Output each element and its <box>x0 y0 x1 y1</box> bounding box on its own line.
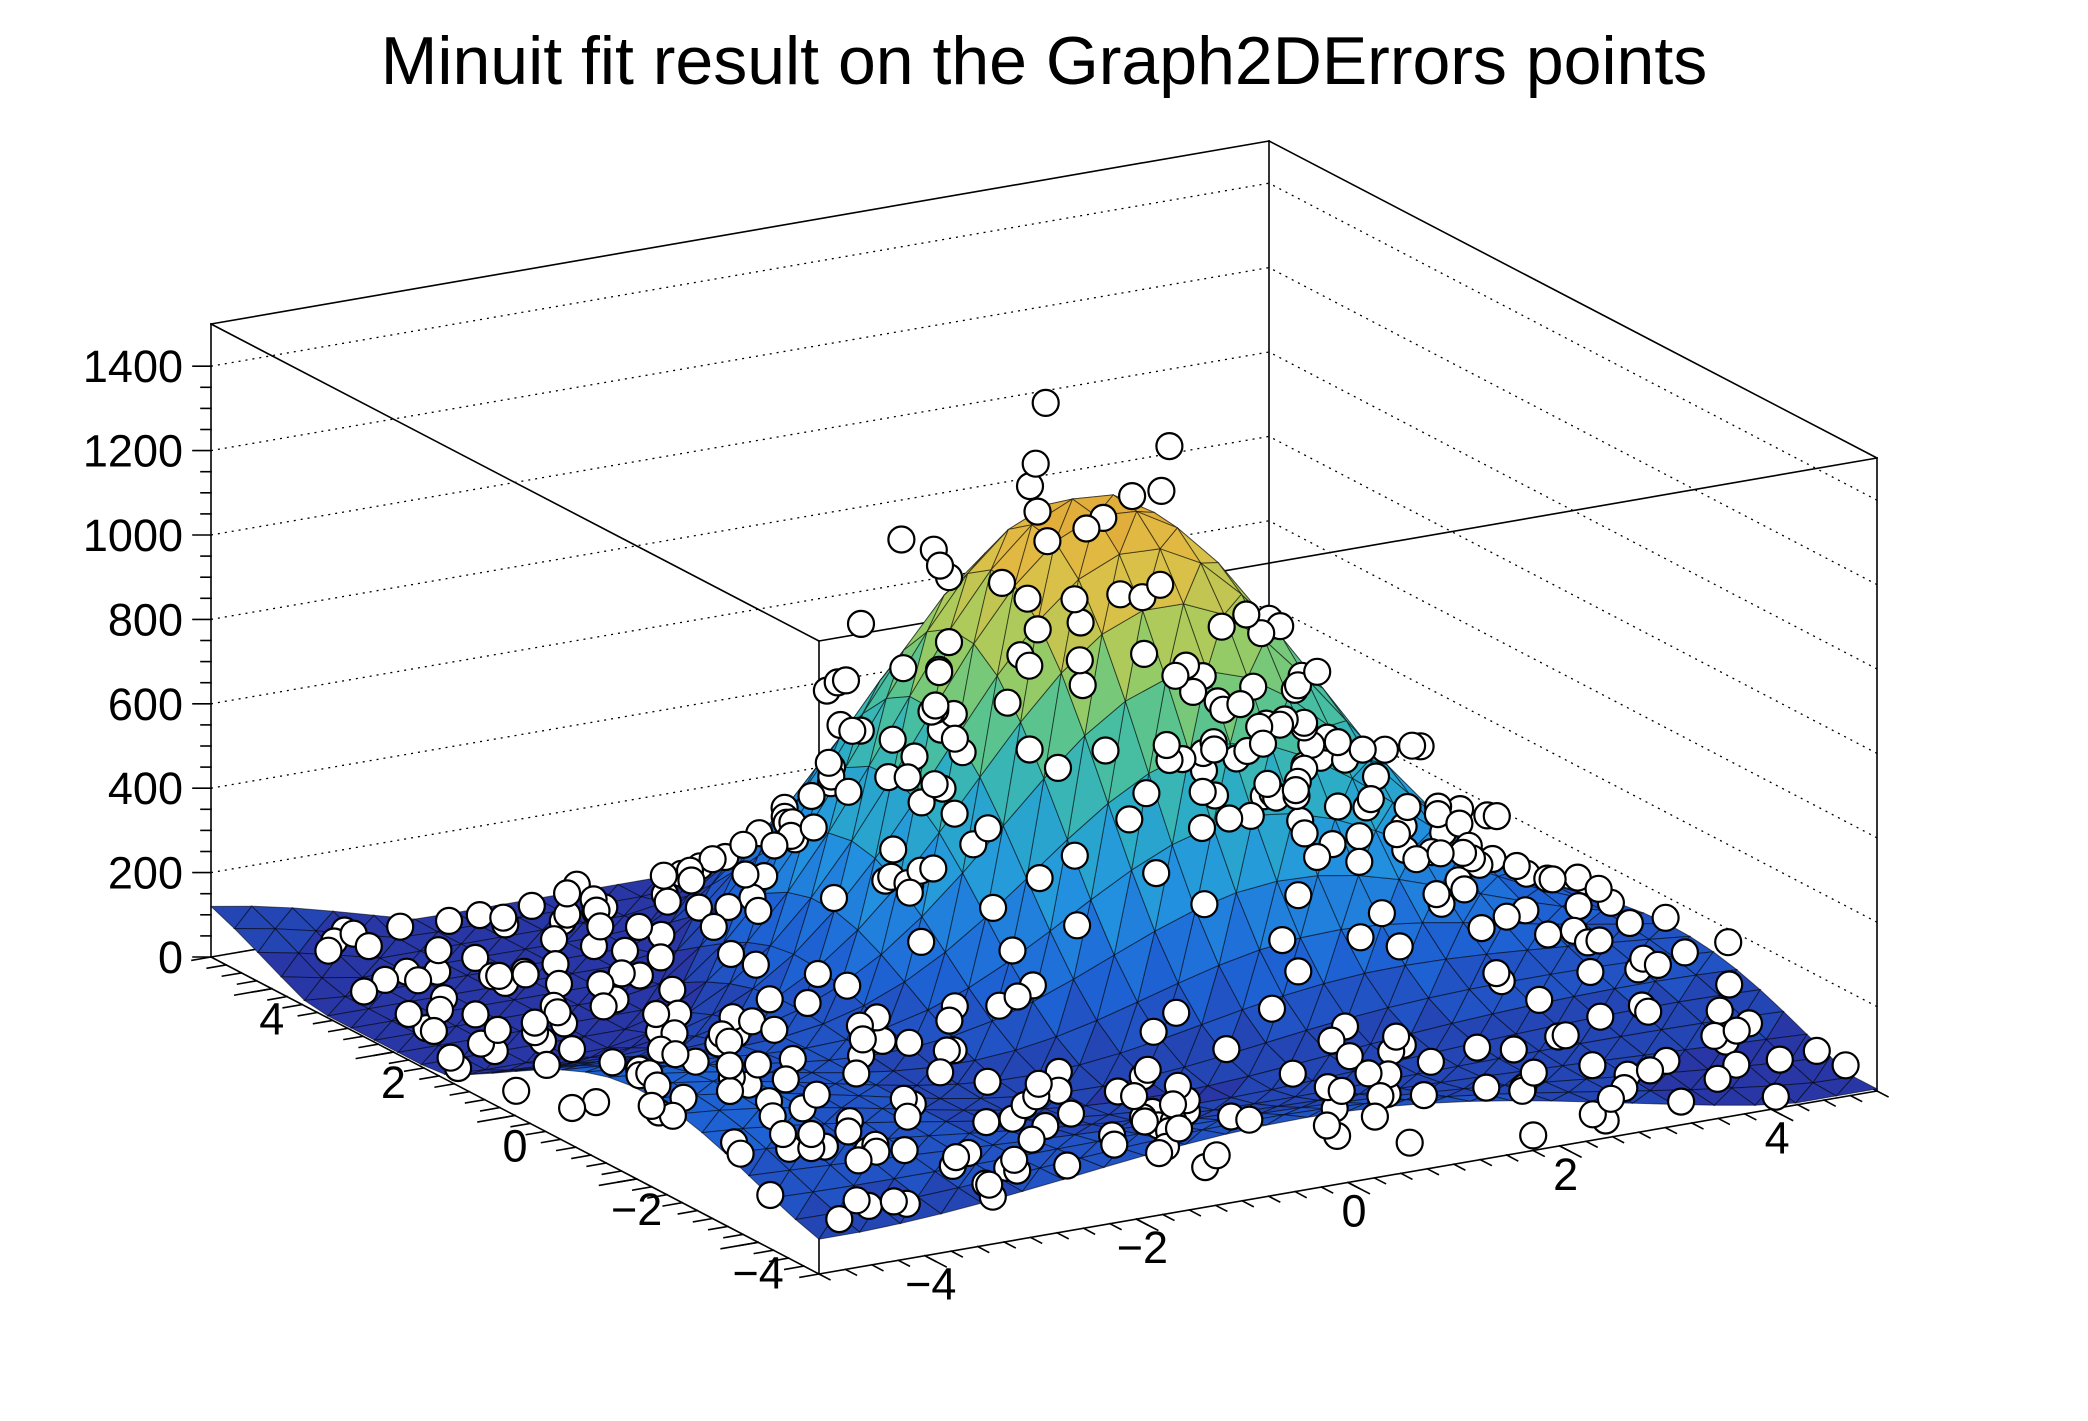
svg-text:4: 4 <box>259 994 284 1045</box>
svg-text:200: 200 <box>108 848 183 899</box>
svg-text:600: 600 <box>108 679 183 730</box>
svg-text:400: 400 <box>108 763 183 814</box>
svg-text:1400: 1400 <box>83 341 183 392</box>
svg-text:1200: 1200 <box>83 426 183 477</box>
svg-text:−4: −4 <box>905 1259 956 1310</box>
svg-text:2: 2 <box>381 1057 406 1108</box>
svg-text:0: 0 <box>1341 1186 1366 1237</box>
svg-text:−2: −2 <box>611 1184 662 1235</box>
svg-text:0: 0 <box>502 1121 527 1172</box>
svg-text:Minuit fit result on the Graph: Minuit fit result on the Graph2DErrors p… <box>381 23 1708 99</box>
svg-text:1000: 1000 <box>83 510 183 561</box>
svg-text:−2: −2 <box>1117 1222 1168 1273</box>
svg-text:800: 800 <box>108 594 183 645</box>
svg-text:2: 2 <box>1553 1149 1578 1200</box>
svg-text:4: 4 <box>1765 1112 1790 1163</box>
svg-text:−4: −4 <box>733 1247 784 1298</box>
svg-text:0: 0 <box>158 932 183 983</box>
